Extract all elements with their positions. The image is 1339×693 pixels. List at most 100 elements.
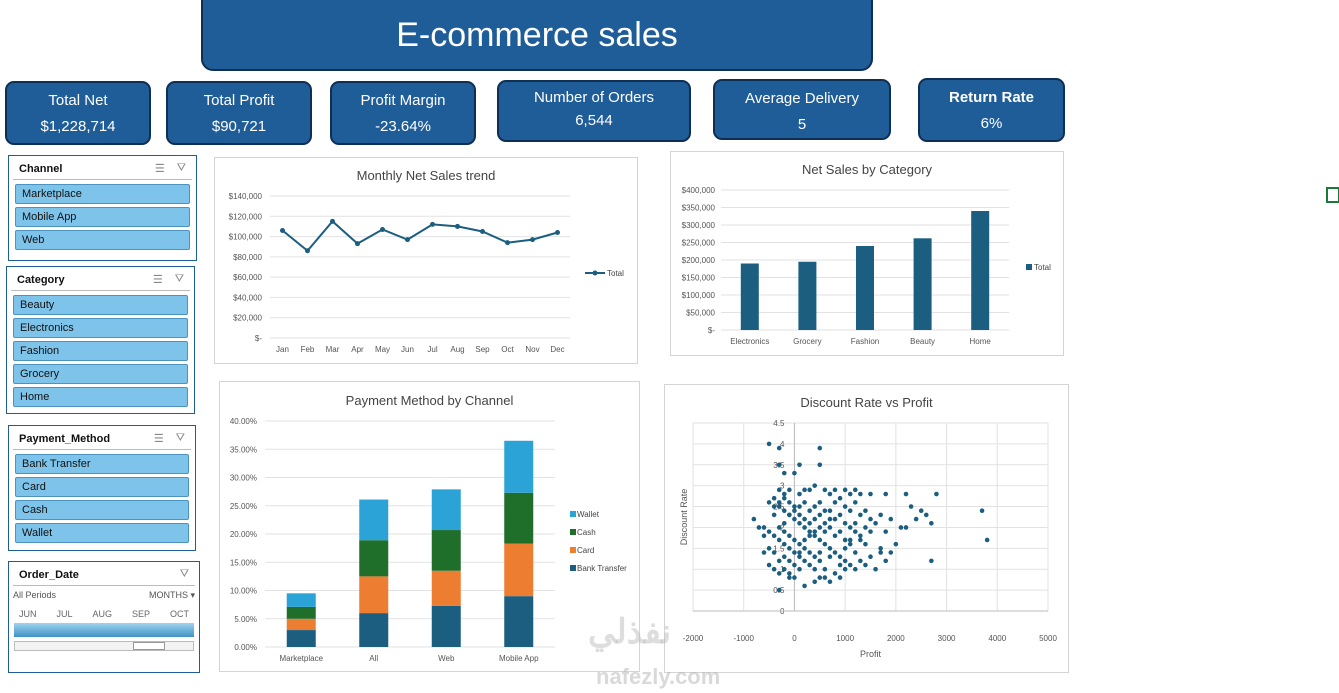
timeline-scrollbar[interactable]: [14, 641, 194, 651]
timeline-month[interactable]: JUN: [18, 609, 37, 619]
scatter-point: [827, 579, 833, 585]
stack-segment-card: [286, 618, 316, 631]
scatter-point: [847, 508, 853, 514]
chart-monthly-net-sales: Monthly Net Sales trend $- $20,000 $40,000…: [214, 157, 638, 364]
scatter-point: [868, 554, 873, 559]
scatter-point: [923, 512, 929, 518]
chart-title: Net Sales by Category: [801, 162, 933, 177]
scatter-point: [781, 541, 787, 547]
clear-filter-icon[interactable]: ⛛: [174, 273, 184, 285]
slicer-item-web[interactable]: Web: [15, 230, 190, 250]
x-tick-label: Mar: [326, 345, 340, 354]
scatter-point: [787, 558, 792, 564]
scatter-point: [797, 462, 802, 468]
clear-filter-icon[interactable]: ⛛: [179, 568, 189, 580]
scatter-point: [832, 516, 838, 522]
y-tick-label: 35.00%: [230, 445, 257, 454]
line-point: [430, 221, 435, 227]
scatter-point: [863, 508, 868, 514]
scatter-point: [837, 575, 843, 580]
scatter-point: [771, 533, 777, 539]
cell-selection-marker[interactable]: [1326, 187, 1339, 203]
slicer-item-electronics[interactable]: Electronics: [13, 318, 188, 338]
scrollbar-thumb[interactable]: [133, 642, 165, 650]
slicer-item-fashion[interactable]: Fashion: [13, 341, 188, 361]
slicer-item-cash[interactable]: Cash: [15, 500, 189, 520]
scatter-point: [776, 571, 782, 576]
timeline-title: Order_Date: [19, 568, 79, 581]
timeline-periods: All Periods: [13, 590, 57, 600]
multi-select-icon[interactable]: ☰: [153, 433, 164, 445]
scatter-point: [781, 520, 787, 526]
x-tick-label: Sep: [475, 345, 490, 354]
timeline-unit-dropdown[interactable]: MONTHS ▾: [149, 590, 195, 601]
scatter-chart-svg: 00.511.522.533.544.5-2000-10000100020003…: [679, 419, 1057, 659]
slicer-title: Category: [17, 273, 65, 286]
y-tick-label: $400,000: [682, 186, 716, 195]
x-axis-title: Profit: [860, 649, 882, 659]
scatter-point: [812, 554, 818, 559]
scatter-point: [817, 550, 823, 555]
slicer-item-wallet[interactable]: Wallet: [15, 523, 189, 543]
slicer-item-beauty[interactable]: Beauty: [13, 295, 188, 315]
kpi-label: Profit Margin: [360, 92, 446, 109]
stack-segment-cash: [504, 492, 534, 544]
scatter-point: [842, 520, 848, 526]
scatter-point: [776, 558, 782, 564]
scatter-point: [802, 525, 807, 530]
x-tick-label: Apr: [351, 345, 364, 354]
scatter-point: [797, 541, 802, 547]
scatter-point: [781, 566, 787, 572]
clear-filter-icon[interactable]: ⛛: [176, 162, 186, 174]
kpi-label: Total Profit: [203, 92, 275, 109]
multi-select-icon[interactable]: ☰: [152, 274, 163, 286]
line-point: [455, 223, 460, 229]
scatter-point: [807, 529, 812, 534]
scatter-point: [812, 533, 818, 539]
scatter-point: [842, 546, 848, 551]
scatter-point: [832, 550, 838, 555]
scatter-point: [832, 487, 838, 493]
scatter-point: [832, 571, 838, 576]
scatter-point: [792, 575, 797, 580]
scatter-point: [822, 575, 828, 580]
slicer-item-grocery[interactable]: Grocery: [13, 364, 188, 384]
multi-select-icon[interactable]: ☰: [154, 163, 165, 175]
bar-home: [971, 211, 990, 330]
kpi-value: 6,544: [575, 112, 613, 129]
timeline-month[interactable]: JUL: [56, 609, 73, 619]
scatter-point: [883, 491, 889, 497]
scatter-point: [761, 525, 767, 530]
x-tick-label: Fashion: [851, 337, 879, 346]
scatter-point: [847, 562, 853, 568]
stack-segment-wallet: [504, 440, 534, 493]
clear-filter-icon[interactable]: ⛛: [175, 432, 185, 444]
chart-discount-vs-profit: Discount Rate vs Profit 00.511.522.533.5…: [664, 384, 1069, 673]
legend-label: Card: [577, 546, 594, 555]
scatter-point: [807, 508, 812, 514]
y-tick-label: $100,000: [229, 233, 263, 242]
kpi-label: Return Rate: [948, 89, 1034, 106]
scatter-point: [797, 554, 802, 559]
timeline-month[interactable]: AUG: [92, 609, 112, 619]
slicer-item-card[interactable]: Card: [15, 477, 189, 497]
slicer-item-mobile-app[interactable]: Mobile App: [15, 207, 190, 227]
slicer-item-home[interactable]: Home: [13, 387, 188, 407]
scatter-point: [802, 558, 807, 564]
legend-swatch-total: [1026, 264, 1032, 270]
slicer-item-bank-transfer[interactable]: Bank Transfer: [15, 454, 189, 474]
timeline-month[interactable]: OCT: [169, 609, 189, 619]
scatter-point: [984, 537, 990, 543]
slicer-item-marketplace[interactable]: Marketplace: [15, 184, 190, 204]
y-tick-label: $-: [255, 334, 262, 343]
x-tick-label: Grocery: [793, 337, 821, 346]
kpi-label: Number of Orders: [533, 89, 655, 106]
timeline-month[interactable]: SEP: [131, 609, 150, 619]
y-tick-label: $40,000: [233, 293, 262, 302]
scatter-point: [792, 516, 797, 522]
scatter-point: [792, 508, 797, 514]
timeline-bar[interactable]: [14, 623, 194, 637]
scatter-point: [776, 587, 782, 593]
bar-fashion: [856, 246, 874, 330]
scatter-point: [776, 504, 782, 509]
